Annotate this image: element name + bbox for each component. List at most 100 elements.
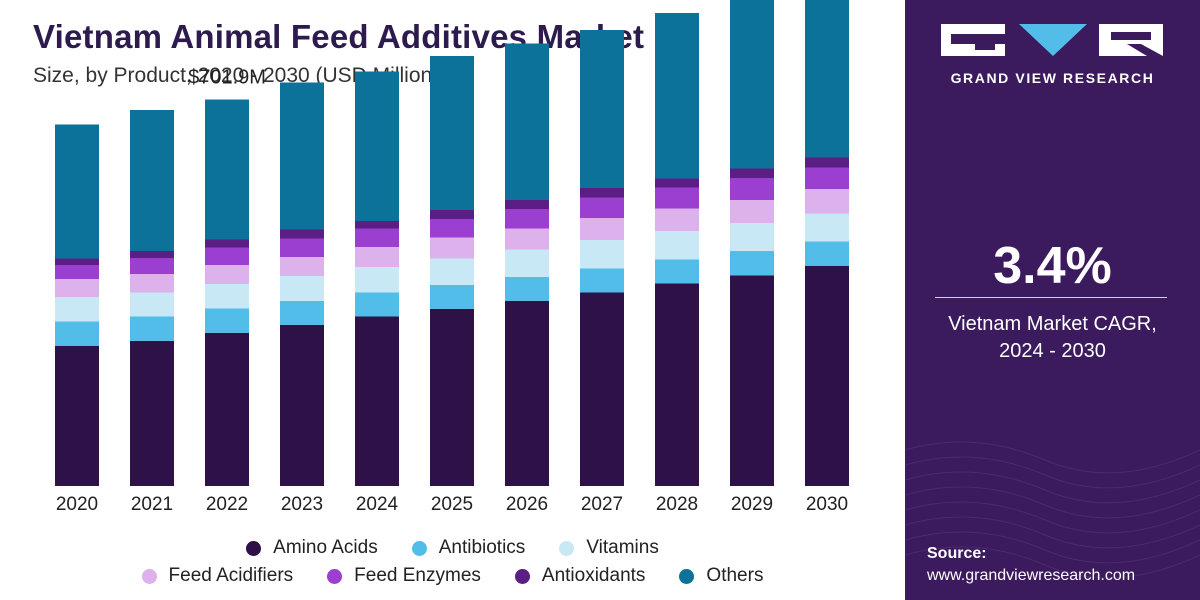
chart-subtitle: Size, by Product, 2020 - 2030 (USD Milli… (33, 64, 440, 87)
bar-segment-amino-acids-2029 (730, 275, 774, 486)
bar-segment-antibiotics-2021 (130, 316, 174, 341)
bar-segment-feed-enzymes-2026 (505, 209, 549, 229)
bar-segment-vitamins-2025 (430, 258, 474, 285)
bar-segment-antioxidants-2026 (505, 200, 549, 209)
bar-segment-amino-acids-2028 (655, 283, 699, 486)
x-tick-label-2020: 2020 (56, 494, 98, 515)
bar-segment-amino-acids-2020 (55, 346, 99, 486)
bar-segment-antibiotics-2026 (505, 277, 549, 301)
bar-segment-vitamins-2030 (805, 213, 849, 242)
x-tick-label-2022: 2022 (206, 494, 248, 515)
bar-segment-feed-enzymes-2029 (730, 178, 774, 200)
chart-panel: Vietnam Animal Feed Additives Market Siz… (0, 0, 905, 587)
bar-segment-feed-acidifiers-2026 (505, 228, 549, 250)
bar-segment-feed-enzymes-2027 (580, 197, 624, 218)
source-title: Source: (927, 545, 987, 562)
bar-segment-others-2026 (505, 43, 549, 200)
bar-segment-antioxidants-2022 (205, 239, 249, 248)
legend-label: Antibiotics (438, 537, 526, 558)
bar-segment-vitamins-2028 (655, 231, 699, 260)
bar-segment-antioxidants-2025 (430, 210, 474, 219)
legend-swatch (246, 540, 262, 556)
legend-row-2: Feed Acidifiers Feed Enzymes Antioxidants O… (0, 565, 905, 587)
bar-segment-amino-acids-2025 (430, 309, 474, 486)
bar-segment-amino-acids-2022 (205, 333, 249, 486)
legend-label: Antioxidants (541, 565, 646, 586)
source-url: www.grandviewresearch.com (927, 567, 1136, 584)
legend-swatch (679, 568, 695, 584)
cagr-label: Vietnam Market CAGR, 2024 - 2030 (905, 311, 1200, 365)
stacked-bar-chart: 2020 2021 2022 $701.9M 2023 2024 2025 2026 2027 2… (55, 0, 849, 515)
bar-segment-others-2024 (355, 71, 399, 221)
x-tick-label-2029: 2029 (731, 494, 773, 515)
data-label-2022: $701.9M (188, 67, 266, 89)
bar-segment-others-2027 (580, 30, 624, 188)
bar-segment-others-2021 (130, 110, 174, 251)
legend-item-antioxidants: Antioxidants (514, 565, 646, 587)
bar-segment-feed-enzymes-2020 (55, 265, 99, 279)
bar-segment-antioxidants-2029 (730, 168, 774, 178)
bar-segment-feed-acidifiers-2022 (205, 265, 249, 284)
bar-segment-feed-enzymes-2028 (655, 187, 699, 209)
bar-segment-antioxidants-2023 (280, 229, 324, 239)
bar-segment-feed-acidifiers-2020 (55, 279, 99, 297)
legend-swatch (411, 540, 427, 556)
bar-segment-antibiotics-2023 (280, 301, 324, 325)
bar-segment-amino-acids-2024 (355, 316, 399, 486)
bar-segment-vitamins-2024 (355, 267, 399, 293)
x-tick-label-2023: 2023 (281, 494, 323, 515)
cagr-label-line-2: 2024 - 2030 (999, 340, 1106, 362)
bar-segment-amino-acids-2030 (805, 266, 849, 486)
x-tick-label-2027: 2027 (581, 494, 623, 515)
legend-item-feed-acidifiers: Feed Acidifiers (141, 565, 294, 587)
legend-label: Feed Acidifiers (168, 565, 294, 586)
bar-segment-others-2030 (805, 0, 849, 158)
legend-item-feed-enzymes: Feed Enzymes (327, 565, 481, 587)
brand-name: GRAND VIEW RESEARCH (950, 70, 1155, 86)
decorative-wave-pattern (905, 441, 1200, 579)
bar-segment-antibiotics-2028 (655, 259, 699, 284)
x-tick-label-2026: 2026 (506, 494, 548, 515)
legend-item-amino-acids: Amino Acids (246, 537, 378, 559)
legend-swatch (514, 568, 530, 584)
legend-swatch (141, 568, 157, 584)
bar-segment-feed-enzymes-2024 (355, 228, 399, 247)
x-tick-label-2028: 2028 (656, 494, 698, 515)
x-tick-label-2024: 2024 (356, 494, 399, 515)
bar-segment-feed-acidifiers-2025 (430, 237, 474, 259)
legend-item-others: Others (679, 565, 763, 587)
bar-segment-vitamins-2020 (55, 297, 99, 322)
gvr-logo-icon (941, 24, 1163, 56)
bar-segment-others-2020 (55, 124, 99, 259)
bar-segment-antibiotics-2024 (355, 292, 399, 317)
bar-segment-antioxidants-2021 (130, 251, 174, 258)
bar-segment-vitamins-2022 (205, 284, 249, 309)
bar-segment-vitamins-2023 (280, 276, 324, 301)
bar-segment-others-2022 (205, 99, 249, 240)
legend-label: Vitamins (586, 537, 659, 558)
legend-label: Feed Enzymes (354, 565, 481, 586)
bar-segment-feed-acidifiers-2023 (280, 257, 324, 276)
summary-sidebar: GRAND VIEW RESEARCH 3.4% Vietnam Market … (905, 0, 1200, 600)
legend-row-1: Amino Acids Antibiotics Vitamins (0, 537, 905, 559)
bar-segment-antioxidants-2027 (580, 188, 624, 198)
legend-item-vitamins: Vitamins (559, 537, 659, 559)
bar-segment-antioxidants-2030 (805, 157, 849, 168)
divider (935, 297, 1167, 298)
bar-segment-antibiotics-2027 (580, 268, 624, 293)
legend-swatch (559, 540, 575, 556)
bar-segment-antibiotics-2020 (55, 321, 99, 346)
bar-segment-feed-acidifiers-2028 (655, 208, 699, 231)
bar-segment-antibiotics-2030 (805, 241, 849, 266)
bar-segment-antibiotics-2025 (430, 285, 474, 309)
bar-segment-feed-enzymes-2022 (205, 247, 249, 265)
bar-segment-amino-acids-2021 (130, 341, 174, 486)
bar-segment-others-2023 (280, 82, 324, 230)
bar-segment-feed-enzymes-2030 (805, 167, 849, 189)
bar-segment-feed-acidifiers-2021 (130, 274, 174, 293)
bar-segment-antioxidants-2024 (355, 221, 399, 229)
bar-segment-feed-enzymes-2023 (280, 238, 324, 257)
legend-label: Amino Acids (273, 537, 378, 558)
bar-segment-antioxidants-2028 (655, 178, 699, 188)
